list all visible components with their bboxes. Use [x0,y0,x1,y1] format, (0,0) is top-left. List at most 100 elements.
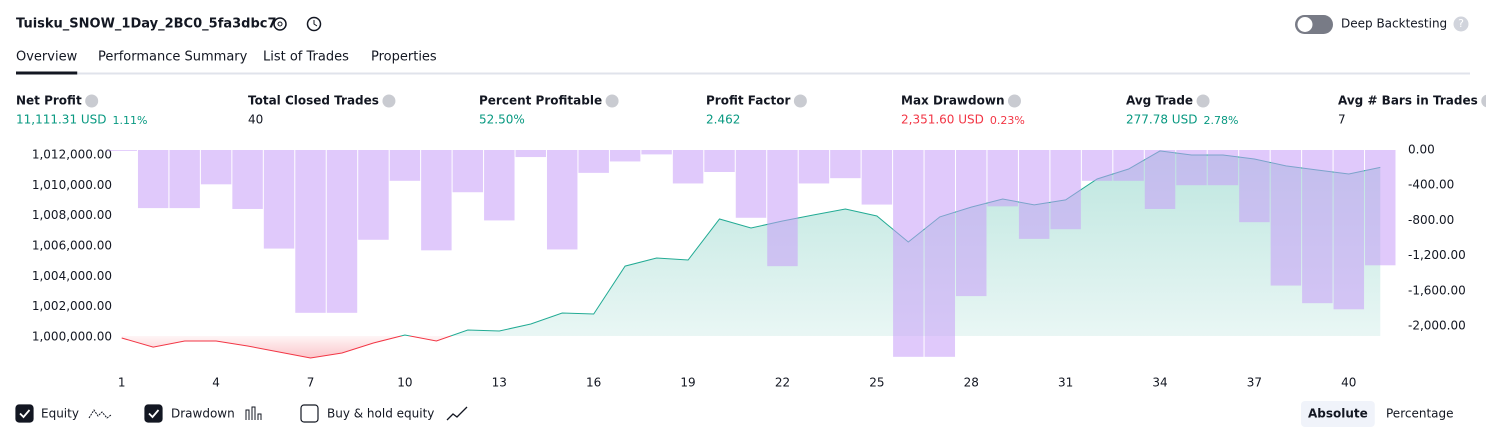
drawdown-bar [1239,150,1270,223]
y-tick-label: 1,012,000.00 [32,147,112,161]
metric-label: Avg # Bars in Trades [1338,94,1478,108]
info-icon[interactable] [1007,94,1021,108]
drawdown-bar [798,150,830,184]
info-icon[interactable] [1481,94,1486,108]
drawdown-legend-icon [245,406,262,420]
drawdown-bar [1302,150,1333,304]
metric-value: 2.462 [706,113,740,127]
tab-underline [16,71,78,75]
drawdown-bar [987,150,1018,207]
drawdown-checkbox[interactable] [144,404,163,423]
settings-icon[interactable] [273,17,287,31]
drawdown-bar [1270,150,1302,286]
metric-label: Net Profit [16,94,82,108]
buy-hold-checkbox[interactable] [300,404,319,423]
metric-label: Percent Profitable [479,94,602,108]
x-tick-label: 1 [118,376,126,390]
drawdown-bar [232,150,263,209]
drawdown-bar [169,150,200,209]
drawdown-bar [1081,150,1113,181]
info-icon[interactable] [85,94,99,108]
tab[interactable]: List of Trades [263,50,349,65]
y-tick-label: 1,002,000.00 [32,299,112,313]
metric-value: 2,351.60 USD [901,113,984,127]
drawdown-bar [515,150,546,158]
drawdown-bar [263,150,295,249]
drawdown-bar [1333,150,1365,310]
drawdown-bar [1176,150,1207,186]
deep-backtesting-toggle[interactable] [1295,15,1333,34]
metric-value: 11,111.31 USD [16,113,107,127]
legend-label: Equity [41,407,79,421]
drawdown-bar [893,150,924,357]
metric-value: 277.78 USD [1126,113,1197,127]
x-tick-label: 4 [212,376,220,390]
y2-tick-label: -1,600.00 [1408,283,1466,297]
x-tick-label: 7 [307,376,315,390]
metric-percent: 1.11% [113,114,148,127]
mode-button[interactable]: Absolute [1308,407,1368,421]
drawdown-bar [1144,150,1176,209]
x-tick-label: 13 [492,376,507,390]
info-icon[interactable] [605,94,619,108]
x-tick-label: 40 [1341,376,1356,390]
tab[interactable]: Properties [371,50,437,65]
drawdown-bar [421,150,452,251]
metric-value: 40 [248,113,263,127]
metric-label: Avg Trade [1126,94,1193,108]
drawdown-bar [578,150,609,173]
check-mark [148,409,160,419]
drawdown-bar [200,150,232,185]
x-tick-label: 34 [1152,376,1167,390]
metric-value: 7 [1338,113,1346,127]
metric-percent: 2.78% [1203,114,1238,127]
drawdown-bar [546,150,578,250]
drawdown-bar [672,150,704,184]
chart: 1,000,000.00 1,002,000.00 1,004,000.00 1,00… [32,143,1466,427]
drawdown-bar [1113,150,1144,181]
drawdown-bar [295,150,326,313]
tab[interactable]: Performance Summary [98,50,248,65]
drawdown-bar [641,150,672,155]
info-icon[interactable] [793,94,807,108]
mode-active-bg [1301,401,1375,427]
x-tick-label: 28 [964,376,979,390]
replay-icon[interactable] [306,16,322,32]
info-icon[interactable] [1196,94,1210,108]
x-tick-label: 37 [1247,376,1262,390]
tab[interactable]: Overview [16,50,78,65]
x-tick-label: 10 [397,376,412,390]
x-tick-label: 16 [586,376,601,390]
help-icon[interactable] [1453,16,1469,32]
metric-label: Profit Factor [706,94,790,108]
drawdown-bar [1050,150,1081,230]
equity-checkbox[interactable] [15,404,34,423]
metric-label: Max Drawdown [901,94,1004,108]
drawdown-bar [609,150,641,162]
y-tick-label: 1,006,000.00 [32,238,112,252]
metric-label: Total Closed Trades [248,94,379,108]
drawdown-bar [484,150,515,221]
legend-label: Drawdown [171,407,235,421]
y2-tick-label: -2,000.00 [1408,319,1466,333]
y2-tick-label: -800.00 [1408,213,1454,227]
drawdown-bar [389,150,421,181]
drawdown-bar [861,150,893,205]
check-mark [19,409,31,419]
legend-label: Buy & hold equity [327,407,434,421]
mode-button[interactable]: Percentage [1386,407,1454,421]
x-tick-label: 19 [680,376,695,390]
metric-value: 52.50% [479,113,525,127]
drawdown-bar [735,150,767,218]
drawdown-bar [452,150,484,193]
toggle-label: Deep Backtesting [1341,17,1447,31]
drawdown-bar [137,150,169,209]
y-tick-label: 1,000,000.00 [32,330,112,344]
y-tick-label: 1,004,000.00 [32,269,112,283]
drawdown-bar [767,150,798,267]
drawdown-bar [704,150,735,173]
drawdown-bar [1207,150,1239,186]
drawdown-bar [830,150,861,179]
y-tick-label: 1,008,000.00 [32,208,112,222]
info-icon[interactable] [382,94,396,108]
